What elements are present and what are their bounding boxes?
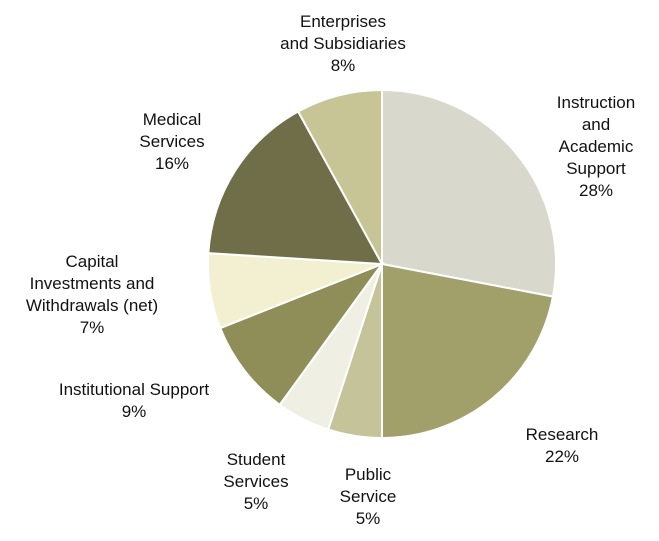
slice-label: Medical Services 16% (139, 110, 204, 173)
slice-name-line: Capital (66, 252, 119, 271)
slice-percent-label: 5% (356, 509, 381, 528)
slice-name-line: Enterprises (300, 12, 386, 31)
slice-name-line: Medical (143, 110, 202, 129)
pie-slice (207, 110, 384, 266)
pie-slice (381, 88, 558, 298)
slice-label: Research 22% (526, 425, 599, 466)
slice-name-line: and Subsidiaries (280, 34, 406, 53)
slice-name-line: Instruction (557, 93, 635, 112)
pie-slices (206, 88, 558, 440)
slice-label: Student Services 5% (223, 450, 288, 513)
slice-name-line: and (582, 115, 610, 134)
slice-name-line: Support (566, 159, 626, 178)
slice-name-line: Public (345, 465, 392, 484)
slice-name-line: Academic (559, 137, 634, 156)
pie-labels: Instruction and Academic Support 28% Research… (26, 12, 635, 528)
slice-label: Enterprises and Subsidiaries 8% (280, 12, 406, 75)
slice-name-line: Student (227, 450, 286, 469)
slice-percent-label: 22% (545, 447, 579, 466)
slice-label: Institutional Support 9% (59, 380, 210, 421)
slice-percent-label: 8% (331, 56, 356, 75)
slice-name-line: Research (526, 425, 599, 444)
slice-percent-label: 5% (244, 494, 269, 513)
pie-slice (381, 262, 555, 440)
pie-slice (218, 261, 385, 407)
slice-name-line: Institutional Support (59, 380, 210, 399)
slice-name-line: Services (223, 472, 288, 491)
slice-name-line: Services (139, 132, 204, 151)
pie-slice (296, 88, 383, 265)
slice-percent-label: 9% (122, 402, 147, 421)
slice-label: Instruction and Academic Support 28% (557, 93, 635, 200)
slice-name-line: Withdrawals (net) (26, 296, 158, 315)
slice-percent-label: 7% (80, 318, 105, 337)
slice-name-line: Investments and (30, 274, 155, 293)
slice-percent-label: 16% (155, 154, 189, 173)
slice-percent-label: 28% (579, 181, 613, 200)
slice-label: Capital Investments and Withdrawals (net) 7… (26, 252, 158, 337)
slice-label: Public Service 5% (340, 465, 397, 528)
slice-name-line: Service (340, 487, 397, 506)
